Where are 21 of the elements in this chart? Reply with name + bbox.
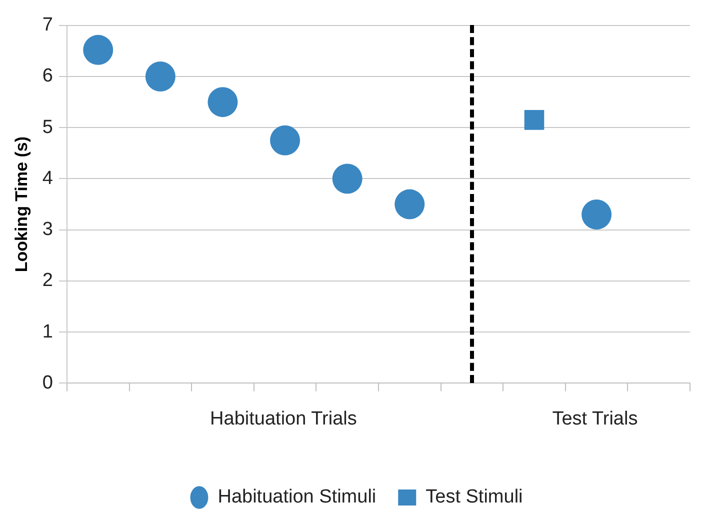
y-tick-label: 5 — [42, 116, 53, 138]
y-tick-label: 4 — [42, 168, 54, 189]
point — [208, 87, 238, 118]
y-tick-label: 1 — [42, 321, 53, 342]
point — [145, 62, 176, 92]
text: Test Trials — [552, 408, 638, 430]
legend-label: Test Stimuli — [426, 486, 523, 508]
y-tick-label: 2 — [42, 270, 53, 292]
point — [270, 125, 300, 156]
y-tick-label: 6 — [42, 66, 53, 87]
point — [394, 189, 425, 220]
y-tick-label: 7 — [42, 14, 53, 36]
point — [83, 34, 114, 65]
legend-label: Habituation Stimuli — [218, 486, 376, 508]
text: Habituation Trials — [210, 408, 357, 430]
point — [582, 200, 612, 230]
y-axis-title: Looking Time (s) — [12, 136, 31, 272]
y-tick-label: 3 — [42, 219, 53, 240]
point — [524, 110, 544, 130]
y-tick-label: 0 — [42, 372, 53, 394]
point — [332, 164, 362, 194]
